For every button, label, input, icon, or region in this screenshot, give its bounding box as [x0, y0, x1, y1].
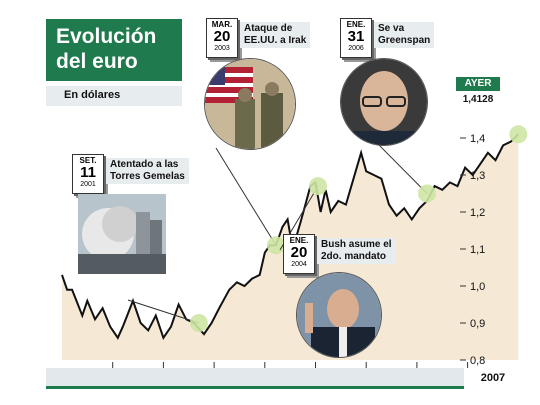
marker-ayer [509, 125, 528, 144]
ayer-badge: AYER [456, 77, 500, 91]
twin-towers-image [78, 194, 166, 274]
event-label-2006: Se va Greenspan [374, 22, 435, 48]
badge-year: 2001 [80, 181, 96, 188]
event-label-2004: Bush asume el 2do. mandato [317, 238, 396, 264]
y-tick-label: 0,9 [470, 318, 485, 330]
leader-line [127, 299, 200, 324]
event-label-2003: Ataque de EE.UU. a Irak [240, 22, 311, 48]
date-badge-2006: ENE. 31 2006 [340, 18, 372, 58]
badge-year: 2004 [291, 261, 307, 268]
event-line-1: Se va [378, 23, 405, 34]
title-box: Evolución del euro [46, 19, 182, 81]
badge-day: 31 [347, 28, 365, 45]
photo-greenspan [340, 58, 428, 146]
x-tick-label: 2007 [481, 372, 505, 384]
badge-month: SET. [79, 156, 97, 165]
leader-line [215, 147, 277, 246]
event-line-1: Bush asume el [321, 239, 392, 250]
y-tick-label: 1,0 [470, 281, 485, 293]
date-badge-2001: SET. 11 2001 [72, 154, 104, 194]
marker-2006 [418, 184, 437, 203]
badge-day: 20 [290, 244, 308, 261]
event-label-2001: Atentado a las Torres Gemelas [106, 158, 189, 184]
date-badge-2004: ENE. 20 2004 [283, 234, 315, 274]
badge-day: 11 [80, 164, 96, 181]
date-badge-2003: MAR. 20 2003 [206, 18, 238, 58]
x-axis-band [46, 368, 464, 386]
leader-line [377, 143, 428, 194]
y-tick-label: 1,3 [470, 170, 485, 182]
x-axis-rule [46, 386, 464, 389]
y-tick-label: 0,8 [470, 355, 485, 367]
y-tick-label: 1,1 [470, 244, 485, 256]
subtitle-box: En dólares [46, 86, 182, 106]
subtitle: En dólares [64, 89, 121, 101]
badge-day: 20 [213, 28, 231, 45]
marker-2001 [189, 314, 208, 332]
event-line-2: 2do. mandato [321, 251, 387, 262]
event-line-1: Atentado a las [110, 159, 179, 170]
event-line-1: Ataque de [244, 23, 293, 34]
event-line-2: Torres Gemelas [110, 171, 185, 182]
y-tick-label: 1,4 [470, 133, 485, 145]
greenspan-image [341, 59, 427, 145]
badge-year: 2006 [348, 45, 364, 52]
title-line-1: Evolución [56, 25, 157, 48]
photo-iraq [204, 58, 296, 150]
event-line-2: Greenspan [378, 35, 431, 46]
marker-2004 [309, 177, 328, 196]
bush-image [297, 273, 381, 357]
photo-twin-towers [78, 194, 166, 274]
badge-year: 2003 [214, 45, 230, 52]
badge-month: MAR. [211, 20, 233, 29]
event-line-2: EE.UU. a Irak [244, 35, 307, 46]
photo-bush [296, 272, 382, 358]
badge-month: ENE. [346, 20, 366, 29]
badge-month: ENE. [289, 236, 309, 245]
ayer-value: 1,4128 [462, 94, 494, 105]
title-line-2: del euro [56, 50, 138, 73]
soldiers-image [205, 59, 295, 149]
y-tick-label: 1,2 [470, 207, 485, 219]
